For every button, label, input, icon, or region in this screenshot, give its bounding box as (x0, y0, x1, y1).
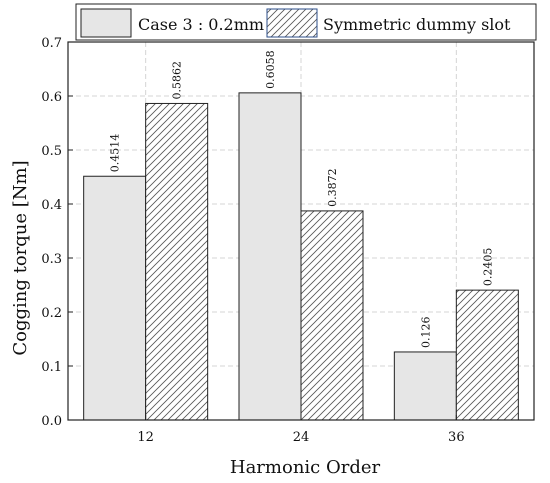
data-label: 0.2405 (481, 248, 494, 287)
data-label: 0.4514 (109, 134, 122, 172)
y-axis-ticks: 0.0 0.1 0.2 0.3 0.4 0.5 0.6 0.7 (41, 36, 73, 429)
x-tick-label: 12 (137, 430, 154, 445)
bar-symmetric-12 (145, 102, 209, 421)
bar-symmetric-36 (455, 289, 519, 421)
bar-symmetric-24 (300, 210, 364, 421)
x-tick-label: 24 (293, 430, 310, 445)
y-tick-label: 0.4 (41, 198, 62, 213)
y-tick-label: 0.6 (41, 90, 62, 105)
data-label: 0.126 (419, 316, 432, 348)
x-axis-label: Harmonic Order (230, 457, 381, 478)
legend-swatch-case3 (80, 8, 132, 38)
legend: Case 3 : 0.2mm Symmetric dummy slot (75, 3, 537, 41)
y-tick-label: 0.3 (41, 252, 62, 267)
data-label: 0.3872 (326, 168, 339, 207)
data-label: 0.6058 (264, 50, 277, 89)
data-labels: 0.4514 0.5862 0.6058 0.3872 0.126 0.2405 (109, 50, 495, 348)
data-label: 0.5862 (171, 61, 184, 100)
x-axis-ticks: 12 24 36 (137, 415, 465, 445)
legend-label-symmetric: Symmetric dummy slot (323, 15, 511, 34)
bars (83, 92, 519, 421)
y-tick-label: 0.7 (41, 36, 62, 51)
legend-swatch-symmetric (266, 8, 318, 38)
y-axis-label: Cogging torque [Nm] (10, 160, 31, 355)
y-tick-label: 0.1 (41, 360, 62, 375)
bar-case3-36 (393, 351, 457, 421)
y-tick-label: 0.5 (41, 144, 62, 159)
legend-label-case3: Case 3 : 0.2mm (138, 15, 264, 34)
y-tick-label: 0.2 (41, 306, 62, 321)
y-tick-label: 0.0 (41, 414, 62, 429)
x-tick-label: 36 (448, 430, 465, 445)
bar-case3-12 (83, 175, 147, 421)
bar-case3-24 (238, 92, 302, 421)
